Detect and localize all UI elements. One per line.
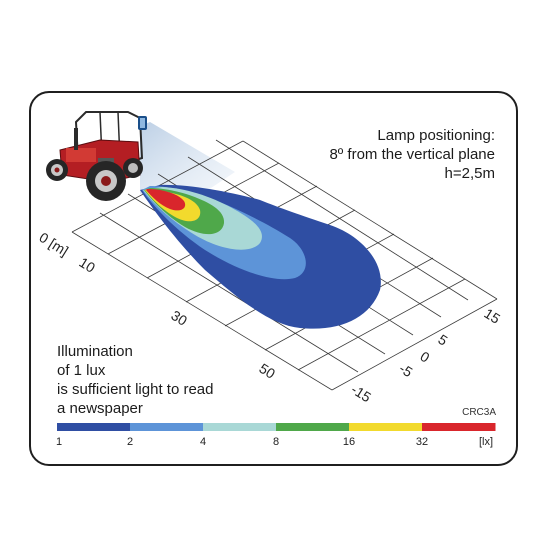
lamp-note-line: h=2,5m (444, 165, 495, 182)
distance-tick-label: 10 (76, 254, 98, 276)
illumination-note-line: of 1 lux (57, 362, 106, 379)
lateral-tick-label: -5 (396, 360, 415, 380)
scale-segment (276, 423, 350, 431)
scale-unit-label: [lx] (479, 436, 493, 448)
lamp-note-line: Lamp positioning: (377, 127, 495, 144)
illuminance-scale-bar (57, 423, 496, 431)
scale-segment (130, 423, 204, 431)
distance-tick-label: 0 [m] (36, 229, 71, 259)
lamp-positioning-note: Lamp positioning: 8º from the vertical p… (280, 126, 495, 183)
illuminance-scale-ticks: 1 2 4 8 16 32 [lx] (56, 436, 493, 448)
product-code: CRC3A (462, 407, 496, 418)
scale-segment (203, 423, 277, 431)
scale-segment (349, 423, 423, 431)
isolux-contours (140, 184, 381, 329)
lateral-tick-label: -15 (348, 381, 374, 405)
distance-tick-label: 50 (256, 360, 278, 382)
work-lamp-icon (138, 116, 147, 130)
illumination-note-line: a newspaper (57, 400, 143, 417)
scale-value-label: 32 (416, 436, 428, 448)
scale-segment (422, 423, 496, 431)
lateral-axis-labels: 15 50-5 -15 (348, 305, 503, 405)
scale-value-label: 4 (200, 436, 206, 448)
scale-value-label: 2 (127, 436, 133, 448)
contour-32lx (146, 189, 186, 211)
lateral-tick-label: 15 (481, 305, 503, 327)
scale-value-label: 16 (343, 436, 355, 448)
lateral-tick-label: 0 (417, 348, 432, 366)
tractor-illustration (46, 111, 147, 201)
illumination-note: Illumination of 1 lux is sufficient ligh… (57, 342, 277, 418)
lateral-tick-label: 5 (435, 331, 450, 349)
illumination-note-line: is sufficient light to read (57, 381, 214, 398)
light-cone (140, 122, 235, 194)
scale-segment (57, 423, 131, 431)
distance-tick-label: 30 (168, 307, 190, 329)
lamp-note-line: 8º from the vertical plane (329, 146, 495, 163)
scale-value-label: 8 (273, 436, 279, 448)
scale-value-label: 1 (56, 436, 62, 448)
illumination-note-line: Illumination (57, 343, 133, 360)
